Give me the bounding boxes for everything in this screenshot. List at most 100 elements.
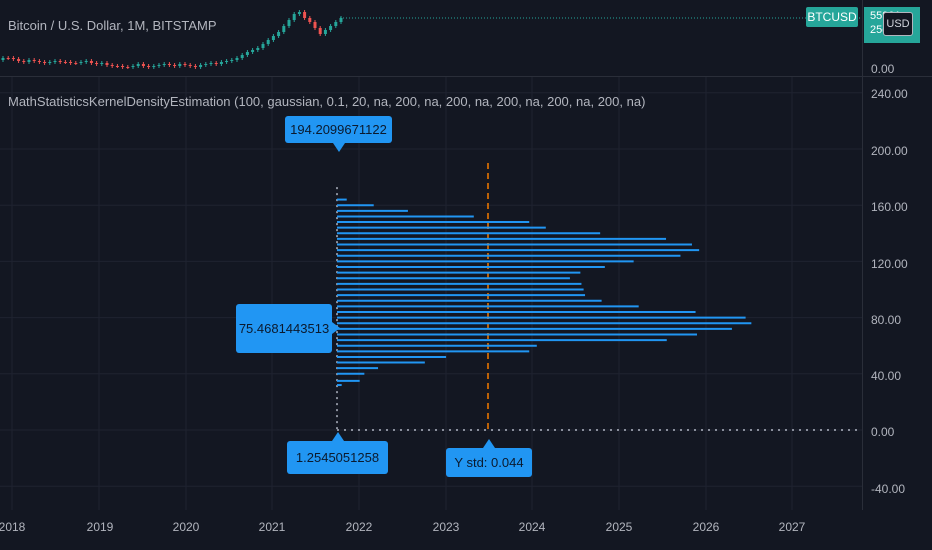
x-axis-label: 2019 bbox=[86, 520, 114, 534]
candle-body bbox=[110, 65, 114, 66]
candle-body bbox=[11, 58, 15, 59]
candle-body bbox=[256, 48, 260, 50]
candle-body bbox=[303, 12, 307, 18]
candle-body bbox=[69, 62, 73, 63]
max-callout-pointer bbox=[333, 143, 345, 152]
mode-value-callout: 75.4681443513 bbox=[236, 304, 332, 353]
candle-body bbox=[261, 44, 265, 48]
indicator-title[interactable]: MathStatisticsKernelDensityEstimation (1… bbox=[8, 94, 646, 109]
y-axis-label: -40.00 bbox=[871, 482, 906, 496]
candle-body bbox=[6, 58, 10, 59]
candle-body bbox=[204, 64, 208, 65]
candle-body bbox=[188, 65, 192, 66]
candle-body bbox=[318, 28, 322, 34]
candle-body bbox=[271, 36, 275, 40]
candle-body bbox=[240, 55, 244, 58]
x-axis-label: 2024 bbox=[518, 520, 546, 534]
currency-button[interactable]: USD bbox=[883, 12, 913, 36]
candle-body bbox=[329, 26, 333, 30]
x-axis-label: 2022 bbox=[345, 520, 373, 534]
y-axis-label: 240.00 bbox=[871, 87, 908, 101]
y-axis-label: 200.00 bbox=[871, 144, 908, 158]
price-candles bbox=[1, 10, 862, 69]
candle-body bbox=[115, 66, 119, 67]
y-axis-label: 120.00 bbox=[871, 257, 908, 271]
min-callout-pointer bbox=[332, 432, 344, 441]
std-callout-pointer bbox=[483, 439, 495, 448]
pane-separator[interactable] bbox=[0, 76, 932, 77]
candle-body bbox=[37, 61, 41, 62]
candle-body bbox=[235, 58, 239, 60]
candle-body bbox=[199, 65, 203, 67]
candle-body bbox=[84, 61, 88, 62]
y-axis-label: 0.00 bbox=[871, 425, 895, 439]
y-axis-label: 160.00 bbox=[871, 200, 908, 214]
candle-body bbox=[89, 61, 93, 63]
candle-body bbox=[121, 66, 125, 67]
candle-body bbox=[95, 63, 99, 64]
candle-body bbox=[297, 12, 301, 14]
candle-body bbox=[308, 18, 312, 22]
candle-body bbox=[225, 61, 229, 62]
candle-body bbox=[53, 61, 57, 62]
candle-body bbox=[58, 61, 62, 62]
price-axis-border bbox=[862, 0, 863, 510]
x-axis-label: 2025 bbox=[605, 520, 633, 534]
candle-body bbox=[245, 52, 249, 55]
x-axis-label: 2020 bbox=[172, 520, 200, 534]
candle-body bbox=[157, 65, 161, 66]
candle-body bbox=[105, 63, 109, 65]
candle-body bbox=[230, 60, 234, 61]
candle-body bbox=[323, 30, 327, 34]
top-axis-zero-label: 0.00 bbox=[871, 62, 895, 76]
kde-chart[interactable] bbox=[0, 77, 862, 510]
candle-body bbox=[131, 66, 135, 67]
candle-body bbox=[1, 58, 5, 60]
candle-body bbox=[136, 64, 140, 66]
candle-body bbox=[147, 66, 151, 67]
std-callout: Y std: 0.044 bbox=[446, 448, 532, 477]
candle-body bbox=[27, 60, 31, 62]
candle-body bbox=[334, 22, 338, 26]
candle-body bbox=[22, 61, 26, 62]
candle-body bbox=[48, 62, 52, 63]
candle-body bbox=[292, 14, 296, 20]
y-axis-label: 40.00 bbox=[871, 369, 902, 383]
candle-body bbox=[43, 62, 47, 63]
x-axis-label: 2023 bbox=[432, 520, 460, 534]
max-value-callout: 194.2099671122 bbox=[285, 116, 392, 143]
candle-body bbox=[79, 62, 83, 63]
symbol-title[interactable]: Bitcoin / U.S. Dollar, 1M, BITSTAMP bbox=[8, 18, 217, 33]
candle-body bbox=[339, 18, 343, 22]
x-axis-label: 2026 bbox=[692, 520, 720, 534]
candle-body bbox=[287, 20, 291, 26]
candle-body bbox=[313, 22, 317, 28]
candle-body bbox=[219, 62, 223, 64]
candle-body bbox=[173, 65, 177, 66]
candle-body bbox=[141, 64, 145, 66]
x-axis-label: 2021 bbox=[258, 520, 286, 534]
candle-body bbox=[167, 64, 171, 65]
candle-body bbox=[162, 64, 166, 65]
y-axis-label: 80.00 bbox=[871, 313, 902, 327]
candle-body bbox=[178, 64, 182, 66]
candle-body bbox=[74, 63, 78, 64]
candle-body bbox=[152, 66, 156, 67]
candle-body bbox=[277, 32, 281, 36]
symbol-badge: BTCUSD bbox=[806, 7, 858, 27]
price-pane[interactable] bbox=[0, 0, 862, 76]
candle-body bbox=[251, 50, 255, 52]
candle-body bbox=[17, 59, 21, 61]
candle-body bbox=[209, 63, 213, 64]
candle-body bbox=[266, 40, 270, 44]
candle-body bbox=[214, 63, 218, 64]
candle-body bbox=[100, 63, 104, 64]
x-axis-label: 2018 bbox=[0, 520, 26, 534]
candle-body bbox=[193, 66, 197, 67]
candle-body bbox=[183, 64, 187, 65]
candle-body bbox=[126, 67, 130, 68]
x-axis-label: 2027 bbox=[778, 520, 806, 534]
candle-body bbox=[63, 62, 67, 63]
mode-callout-pointer bbox=[332, 322, 340, 334]
candle-body bbox=[282, 26, 286, 32]
